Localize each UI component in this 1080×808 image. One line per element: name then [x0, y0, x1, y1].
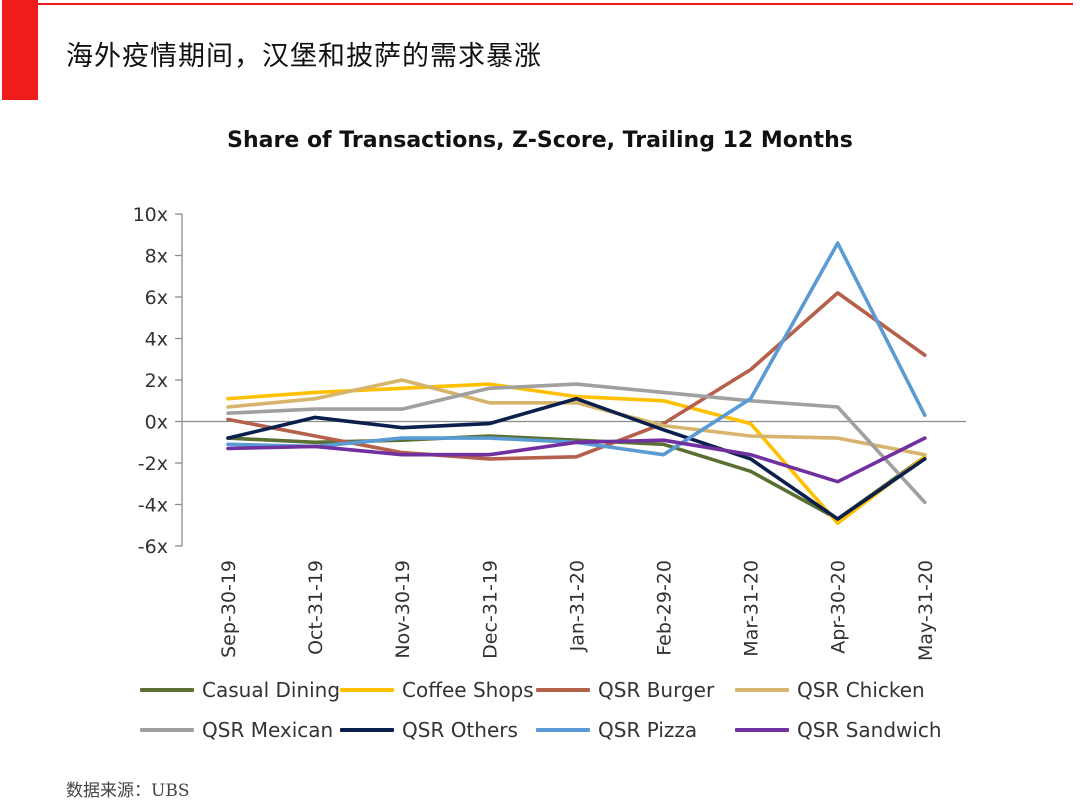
legend-swatch: [536, 688, 590, 692]
y-tick-label: -4x: [138, 495, 168, 517]
top-rule: [38, 3, 1073, 5]
y-tick-label: 6x: [145, 287, 168, 309]
legend-label: Casual Dining: [202, 678, 341, 702]
legend-item: QSR Others: [340, 718, 518, 742]
x-tick-label: Oct-31-19: [305, 560, 327, 655]
series-line-qsr-sandwich: [226, 436, 927, 484]
legend-item: QSR Sandwich: [735, 718, 942, 742]
axes-layer: -6x -4x -2x 0x 2x 4x 6x 8x 10x Sep-30-19 Oct-31-19…: [133, 204, 966, 661]
chart-title: Share of Transactions, Z-Score, Trailing…: [227, 128, 853, 153]
series-line-qsr-burger: [226, 291, 927, 461]
source-note: 数据来源：UBS: [66, 781, 190, 801]
legend-label: QSR Chicken: [797, 678, 925, 702]
y-tick-label: -6x: [138, 536, 168, 558]
x-tick-label: Dec-31-19: [479, 560, 501, 659]
legend-label: Coffee Shops: [402, 678, 534, 702]
legend-swatch: [735, 688, 789, 692]
y-tick-label: 2x: [145, 370, 168, 392]
legend-item: Casual Dining: [140, 678, 340, 702]
legend-item: QSR Mexican: [140, 718, 333, 742]
legend-swatch: [140, 728, 194, 732]
legend-label: QSR Burger: [598, 678, 715, 702]
accent-bar: [2, 0, 38, 100]
legend-swatch: [140, 688, 194, 692]
x-tick-label: Nov-30-19: [392, 560, 414, 659]
y-tick-label: 4x: [145, 329, 168, 351]
legend-swatch: [340, 728, 394, 732]
x-tick-label: Jan-31-20: [566, 560, 588, 652]
x-tick-label: Sep-30-19: [218, 560, 240, 658]
legend-label: QSR Others: [402, 718, 518, 742]
series-line-qsr-others: [226, 396, 927, 521]
y-tick-label: 0x: [145, 412, 168, 434]
legend-label: QSR Mexican: [202, 718, 334, 742]
x-tick-label: Feb-29-20: [654, 560, 676, 656]
series-line-qsr-mexican: [226, 382, 927, 505]
legend-swatch: [735, 728, 789, 732]
x-tick-label: May-31-20: [915, 560, 937, 661]
legend-item: QSR Burger: [536, 678, 714, 702]
y-tick-label: 8x: [145, 246, 168, 268]
legend-item: QSR Chicken: [735, 678, 925, 702]
x-tick-label: Mar-31-20: [741, 560, 763, 657]
y-tick-label: 10x: [133, 204, 168, 226]
series-line-qsr-pizza: [226, 241, 927, 457]
x-tick-label: Apr-30-20: [828, 560, 850, 654]
legend-item: Coffee Shops: [340, 678, 534, 702]
slide-title: 海外疫情期间，汉堡和披萨的需求暴涨: [66, 41, 542, 72]
legend-label: QSR Sandwich: [797, 718, 942, 742]
legend-item: QSR Pizza: [536, 718, 697, 742]
y-tick-label: -2x: [138, 453, 168, 475]
legend-label: QSR Pizza: [598, 718, 698, 742]
series-layer: [226, 241, 927, 526]
legend-swatch: [536, 728, 590, 732]
series-line-qsr-chicken: [226, 378, 927, 457]
legend-swatch: [340, 688, 394, 692]
